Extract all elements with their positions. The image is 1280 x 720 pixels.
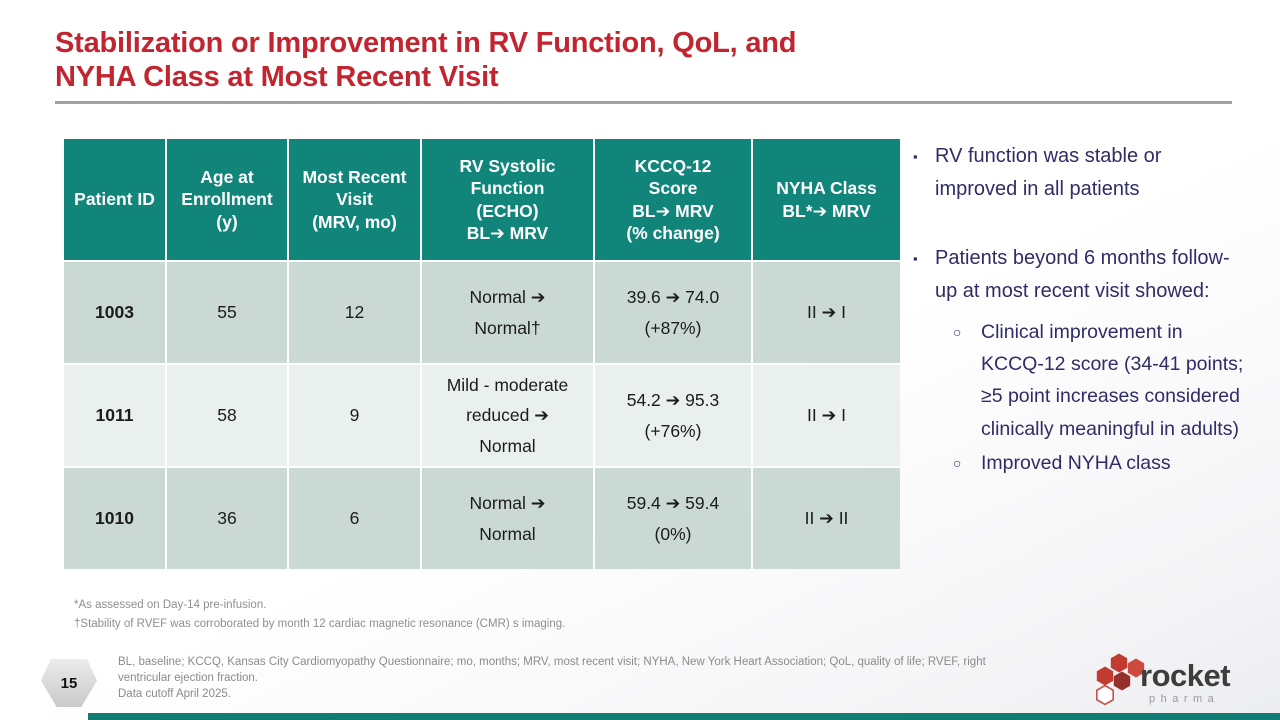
cell-mrv: 9	[289, 365, 420, 466]
sub-bullet-text: Improved NYHA class	[981, 451, 1171, 474]
page-number: 15	[60, 674, 78, 692]
footnote-dagger: †Stability of RVEF was corroborated by m…	[74, 617, 566, 630]
header-most-recent-visit: Most Recent Visit (MRV, mo)	[289, 139, 420, 260]
title-underline	[55, 101, 1232, 104]
cell-kccq: 39.6 ➔ 74.0 (+87%)	[595, 262, 751, 363]
bullet-circle-icon: ○	[953, 324, 962, 340]
table-footnotes: *As assessed on Day-14 pre-infusion. †St…	[74, 596, 834, 634]
cell-mrv: 12	[289, 262, 420, 363]
logo-wordmark: rocket	[1140, 658, 1231, 693]
cell-nyha: II ➔ I	[753, 365, 900, 466]
bullet-item: ▪ Patients beyond 6 months follow-up at …	[913, 242, 1253, 308]
cell-rv-function: Mild - moderate reduced ➔ Normal	[422, 365, 593, 466]
bullet-item: ▪ RV function was stable or improved in …	[913, 140, 1253, 206]
sub-bullet-text: Clinical improvement in KCCQ-12 score (3…	[981, 321, 1244, 440]
header-nyha: NYHA Class BL*➔ MRV	[753, 139, 900, 260]
sub-bullet-item: ○ Improved NYHA class	[953, 447, 1253, 479]
table-header-row: Patient ID Age at Enrollment (y) Most Re…	[64, 139, 900, 260]
bullet-text: RV function was stable or improved in al…	[935, 145, 1162, 200]
cell-kccq: 59.4 ➔ 59.4 (0%)	[595, 468, 751, 569]
bottom-accent-bar	[88, 713, 1280, 720]
patient-data-table: Patient ID Age at Enrollment (y) Most Re…	[62, 137, 902, 571]
abbreviations-text: BL, baseline; KCCQ, Kansas City Cardiomy…	[118, 656, 986, 685]
header-age: Age at Enrollment (y)	[167, 139, 287, 260]
footer-abbreviations: BL, baseline; KCCQ, Kansas City Cardiomy…	[118, 654, 1036, 702]
cell-nyha: II ➔ II	[753, 468, 900, 569]
cell-nyha: II ➔ I	[753, 262, 900, 363]
bullet-square-icon: ▪	[913, 251, 918, 266]
rocket-pharma-logo: rocket pharma	[1092, 650, 1242, 710]
slide-title: Stabilization or Improvement in RV Funct…	[55, 27, 797, 94]
cell-patient-id: 1011	[64, 365, 165, 466]
footnote-asterisk: *As assessed on Day-14 pre-infusion.	[74, 599, 267, 611]
table-row: 1010 36 6 Normal ➔ Normal 59.4 ➔ 59.4 (0…	[64, 468, 900, 569]
cell-rv-function: Normal ➔ Normal	[422, 468, 593, 569]
header-rv-systolic: RV Systolic Function (ECHO) BL➔ MRV	[422, 139, 593, 260]
page-number-badge: 15	[41, 659, 97, 707]
data-cutoff-text: Data cutoff April 2025.	[118, 688, 231, 701]
table-row: 1003 55 12 Normal ➔ Normal† 39.6 ➔ 74.0 …	[64, 262, 900, 363]
table-row: 1011 58 9 Mild - moderate reduced ➔ Norm…	[64, 365, 900, 466]
cell-rv-function: Normal ➔ Normal†	[422, 262, 593, 363]
cell-mrv: 6	[289, 468, 420, 569]
cell-kccq: 54.2 ➔ 95.3 (+76%)	[595, 365, 751, 466]
bullet-square-icon: ▪	[913, 149, 918, 164]
cell-age: 36	[167, 468, 287, 569]
cell-age: 58	[167, 365, 287, 466]
header-patient-id: Patient ID	[64, 139, 165, 260]
logo-subtext: pharma	[1149, 693, 1220, 705]
cell-patient-id: 1010	[64, 468, 165, 569]
cell-age: 55	[167, 262, 287, 363]
bullet-circle-icon: ○	[953, 454, 962, 471]
key-points-panel: ▪ RV function was stable or improved in …	[913, 140, 1253, 481]
bullet-text: Patients beyond 6 months follow-up at mo…	[935, 247, 1230, 302]
sub-bullet-item: ○ Clinical improvement in KCCQ-12 score …	[953, 316, 1253, 445]
header-kccq: KCCQ-12 Score BL➔ MRV (% change)	[595, 139, 751, 260]
cell-patient-id: 1003	[64, 262, 165, 363]
